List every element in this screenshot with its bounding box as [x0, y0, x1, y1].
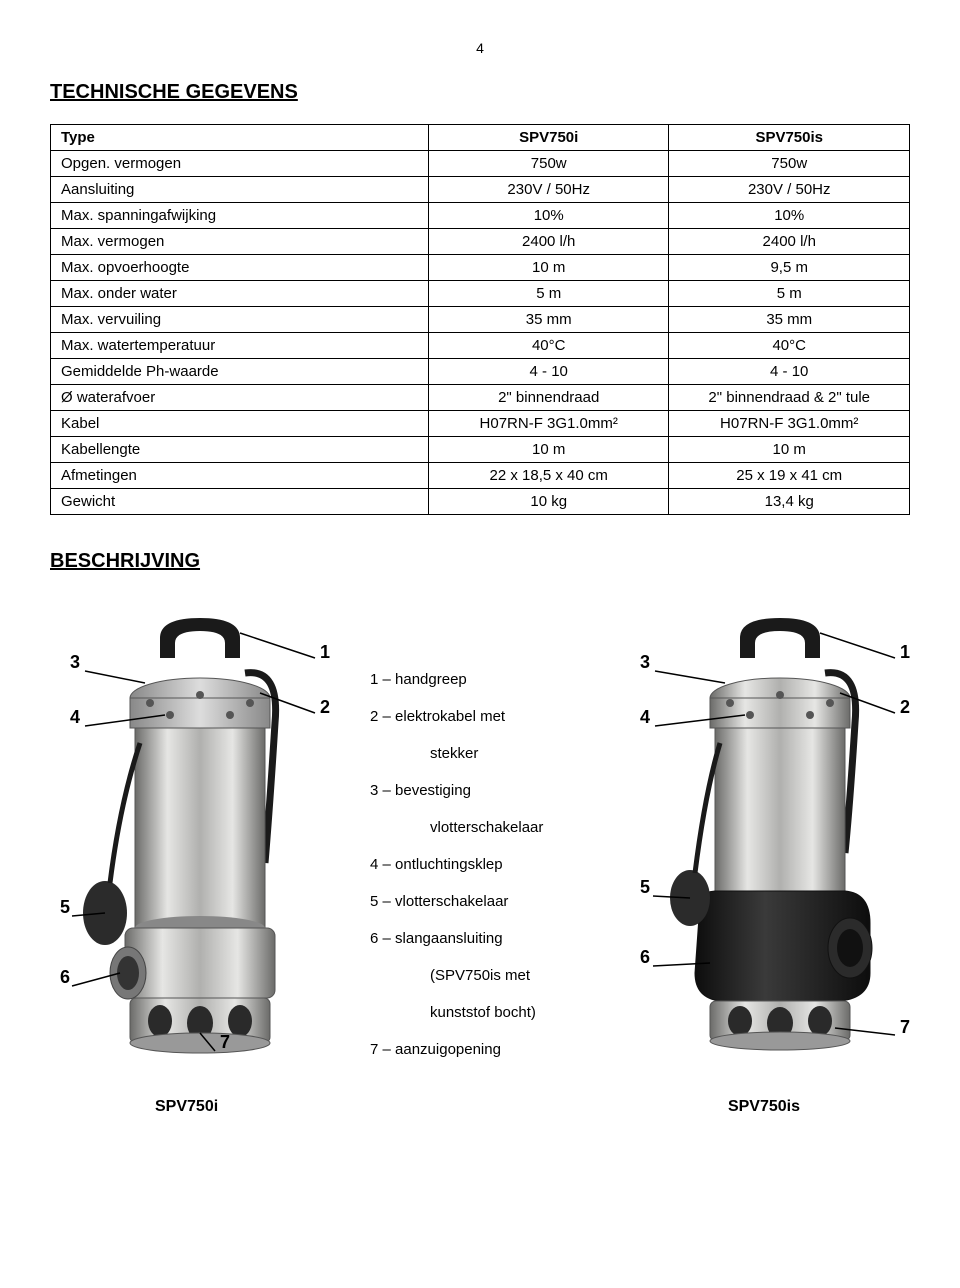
row-col2: 750w — [669, 151, 910, 177]
row-col2: 10% — [669, 203, 910, 229]
callout-number: 5 — [60, 897, 70, 917]
table-row: Gewicht10 kg13,4 kg — [51, 489, 910, 515]
row-label: Max. vermogen — [51, 229, 429, 255]
row-col2: 35 mm — [669, 307, 910, 333]
table-row: Opgen. vermogen750w750w — [51, 151, 910, 177]
pump-figure-left: 1 2 3 4 5 6 7 — [50, 603, 350, 1073]
row-label: Max. watertemperatuur — [51, 333, 429, 359]
callout-number: 1 — [900, 642, 910, 662]
legend-item: 7 – aanzuigopening — [370, 1033, 600, 1066]
row-label: Max. vervuiling — [51, 307, 429, 333]
row-col2: 2400 l/h — [669, 229, 910, 255]
table-header-col2: SPV750is — [669, 125, 910, 151]
table-row: Max. watertemperatuur40°C40°C — [51, 333, 910, 359]
row-col1: 2" binnendraad — [428, 385, 669, 411]
row-col1: 750w — [428, 151, 669, 177]
table-row: Max. spanningafwijking10%10% — [51, 203, 910, 229]
callout-number: 7 — [900, 1017, 910, 1037]
table-row: Afmetingen22 x 18,5 x 40 cm25 x 19 x 41 … — [51, 463, 910, 489]
callout-number: 6 — [640, 947, 650, 967]
row-col2: 4 - 10 — [669, 359, 910, 385]
desc-title: BESCHRIJVING — [50, 550, 910, 573]
row-col1: 230V / 50Hz — [428, 177, 669, 203]
table-row: Max. vervuiling35 mm35 mm — [51, 307, 910, 333]
row-label: Gewicht — [51, 489, 429, 515]
specs-title: TECHNISCHE GEGEVENS — [50, 81, 910, 104]
table-header-label: Type — [51, 125, 429, 151]
callout-number: 3 — [640, 652, 650, 672]
callout-number: 5 — [640, 877, 650, 897]
row-label: Opgen. vermogen — [51, 151, 429, 177]
row-label: Gemiddelde Ph-waarde — [51, 359, 429, 385]
model-left: SPV750i — [155, 1098, 218, 1116]
table-header-col1: SPV750i — [428, 125, 669, 151]
table-row: Max. opvoerhoogte10 m9,5 m — [51, 255, 910, 281]
row-label: Max. opvoerhoogte — [51, 255, 429, 281]
callout-number: 2 — [320, 697, 330, 717]
callout-number: 2 — [900, 697, 910, 717]
row-col1: 10 kg — [428, 489, 669, 515]
row-label: Ø waterafvoer — [51, 385, 429, 411]
row-label: Max. spanningafwijking — [51, 203, 429, 229]
row-col2: 5 m — [669, 281, 910, 307]
row-col1: 4 - 10 — [428, 359, 669, 385]
legend-item: vlotterschakelaar — [370, 811, 600, 844]
row-col1: 10% — [428, 203, 669, 229]
table-row: Max. onder water5 m5 m — [51, 281, 910, 307]
row-col2: 25 x 19 x 41 cm — [669, 463, 910, 489]
row-col1: 22 x 18,5 x 40 cm — [428, 463, 669, 489]
row-label: Afmetingen — [51, 463, 429, 489]
legend-item: 6 – slangaansluiting — [370, 922, 600, 955]
table-row: Ø waterafvoer2" binnendraad2" binnendraa… — [51, 385, 910, 411]
callout-number: 4 — [640, 707, 650, 727]
row-col1: H07RN-F 3G1.0mm² — [428, 411, 669, 437]
table-row: KabelH07RN-F 3G1.0mm²H07RN-F 3G1.0mm² — [51, 411, 910, 437]
callout-number: 6 — [60, 967, 70, 987]
callout-number: 4 — [70, 707, 80, 727]
legend-item: stekker — [370, 737, 600, 770]
row-col2: 230V / 50Hz — [669, 177, 910, 203]
legend-list: 1 – handgreep 2 – elektrokabel met stekker… — [360, 603, 610, 1070]
legend-item: kunststof bocht) — [370, 996, 600, 1029]
row-col2: 10 m — [669, 437, 910, 463]
callout-number: 3 — [70, 652, 80, 672]
model-right: SPV750is — [728, 1098, 800, 1116]
row-col2: 9,5 m — [669, 255, 910, 281]
pump-figure-right: 1 2 3 4 5 6 7 — [620, 603, 930, 1073]
callout-number: 1 — [320, 642, 330, 662]
model-labels: SPV750i SPV750is — [50, 1098, 910, 1116]
legend-item: 3 – bevestiging — [370, 774, 600, 807]
legend-item: 1 – handgreep — [370, 663, 600, 696]
row-col2: H07RN-F 3G1.0mm² — [669, 411, 910, 437]
table-row: Kabellengte10 m10 m — [51, 437, 910, 463]
table-row: Aansluiting230V / 50Hz230V / 50Hz — [51, 177, 910, 203]
row-col1: 10 m — [428, 437, 669, 463]
row-label: Kabellengte — [51, 437, 429, 463]
figure-row: 1 2 3 4 5 6 7 1 – handgreep 2 – elektrokabel me… — [50, 603, 910, 1073]
row-col2: 40°C — [669, 333, 910, 359]
row-col1: 35 mm — [428, 307, 669, 333]
callout-number: 7 — [220, 1032, 230, 1052]
table-row: Gemiddelde Ph-waarde4 - 104 - 10 — [51, 359, 910, 385]
legend-item: 4 – ontluchtingsklep — [370, 848, 600, 881]
row-label: Kabel — [51, 411, 429, 437]
row-col2: 2" binnendraad & 2" tule — [669, 385, 910, 411]
row-col1: 10 m — [428, 255, 669, 281]
row-label: Aansluiting — [51, 177, 429, 203]
row-col1: 5 m — [428, 281, 669, 307]
page-number: 4 — [50, 40, 910, 56]
specs-table: TypeSPV750iSPV750isOpgen. vermogen750w75… — [50, 124, 910, 515]
row-col1: 40°C — [428, 333, 669, 359]
legend-item: 5 – vlotterschakelaar — [370, 885, 600, 918]
row-col1: 2400 l/h — [428, 229, 669, 255]
table-row: Max. vermogen2400 l/h2400 l/h — [51, 229, 910, 255]
legend-item: (SPV750is met — [370, 959, 600, 992]
legend-item: 2 – elektrokabel met — [370, 700, 600, 733]
row-label: Max. onder water — [51, 281, 429, 307]
row-col2: 13,4 kg — [669, 489, 910, 515]
